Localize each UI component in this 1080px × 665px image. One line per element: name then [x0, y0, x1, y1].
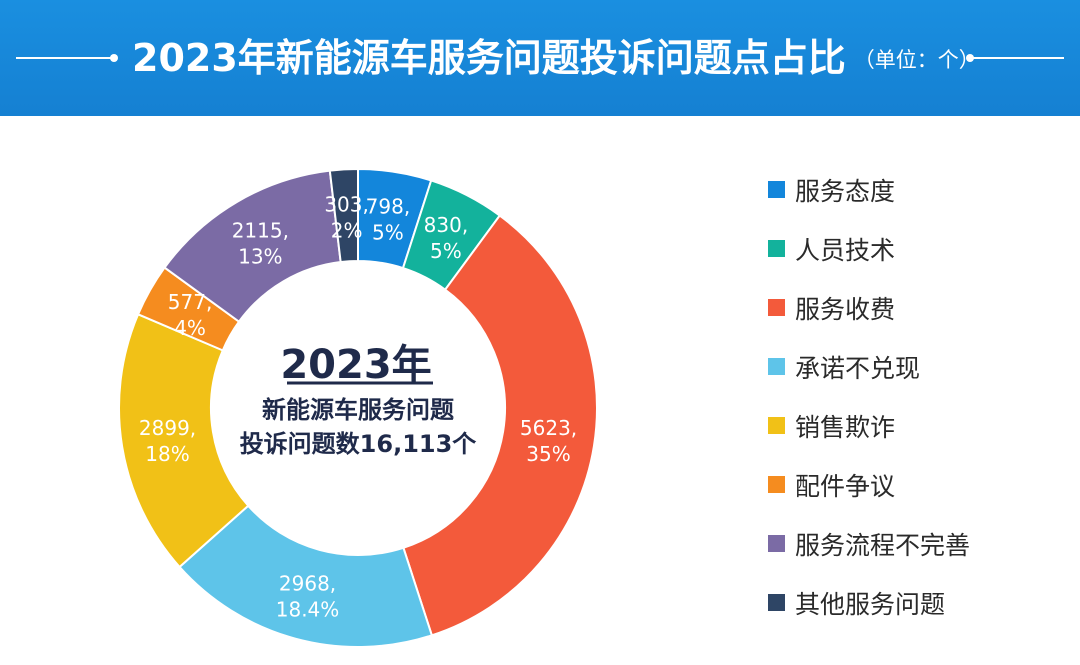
title-rule-dot-right: [966, 54, 974, 62]
segment-value-label: 2968, 18.4%: [276, 571, 340, 621]
legend-swatch: [768, 240, 785, 257]
center-year: 2023年: [280, 342, 431, 388]
legend-item: 其他服务问题: [768, 573, 970, 632]
legend-label: 人员技术: [795, 235, 896, 265]
title-rule-dot-left: [110, 54, 118, 62]
unit-label: （单位：个）: [853, 48, 980, 72]
legend-item: 人员技术: [768, 219, 970, 278]
legend-swatch: [768, 358, 785, 375]
donut-segment-3: [402, 214, 598, 637]
segment-value-label: 798, 5%: [366, 194, 411, 244]
title-rule-left: [16, 57, 112, 59]
donut-chart: 798, 5% 830, 5% 5623, 35% 2968, 18.4% 2899, 18% 57…: [118, 167, 598, 648]
legend-label: 其他服务问题: [795, 589, 946, 619]
legend-item: 配件争议: [768, 455, 970, 514]
legend-item: 销售欺诈: [768, 396, 970, 455]
legend-swatch: [768, 594, 785, 611]
donut-segment-8: [328, 167, 359, 264]
donut-segments: [118, 167, 598, 648]
legend-swatch: [768, 476, 785, 493]
title-banner: 2023年新能源车服务问题投诉问题点占比 （单位：个）: [0, 0, 1080, 116]
segment-value-label: 5623, 35%: [520, 416, 577, 466]
legend-label: 承诺不兑现: [795, 353, 921, 383]
legend-label: 服务态度: [795, 176, 896, 206]
center-total: 投诉问题数16,113个: [240, 430, 478, 458]
donut-segment-labels: 798, 5% 830, 5% 5623, 35% 2968, 18.4% 2899, 18% 57…: [139, 192, 577, 621]
legend-swatch: [768, 535, 785, 552]
page-title-text: 2023年新能源车服务问题投诉问题点占比: [132, 36, 846, 80]
title-rule-right: [972, 57, 1064, 59]
segment-value-label: 577, 4%: [168, 290, 213, 340]
segment-value-label: 2899, 18%: [139, 416, 196, 466]
legend-label: 服务收费: [795, 294, 896, 324]
legend-item: 承诺不兑现: [768, 337, 970, 396]
legend-label: 服务流程不完善: [795, 530, 971, 560]
segment-value-label: 2115, 13%: [232, 219, 289, 269]
legend-item: 服务态度: [768, 160, 970, 219]
legend-swatch: [768, 299, 785, 316]
center-subtitle: 新能源车服务问题: [262, 396, 454, 424]
chart-legend: 服务态度人员技术服务收费承诺不兑现销售欺诈配件争议服务流程不完善 其他服务问题: [768, 177, 970, 654]
legend-item: 服务流程不完善: [768, 514, 970, 573]
legend-swatch: [768, 181, 785, 198]
legend-swatch: [768, 417, 785, 434]
page-title: 2023年新能源车服务问题投诉问题点占比 （单位：个）: [132, 30, 980, 86]
legend-label: 销售欺诈: [795, 412, 896, 442]
segment-value-label: 303, 2%: [324, 192, 369, 242]
donut-segment-4: [178, 504, 434, 648]
legend-label: 配件争议: [795, 471, 896, 501]
legend-item: 服务收费: [768, 278, 970, 337]
segment-value-label: 830, 5%: [424, 213, 469, 263]
